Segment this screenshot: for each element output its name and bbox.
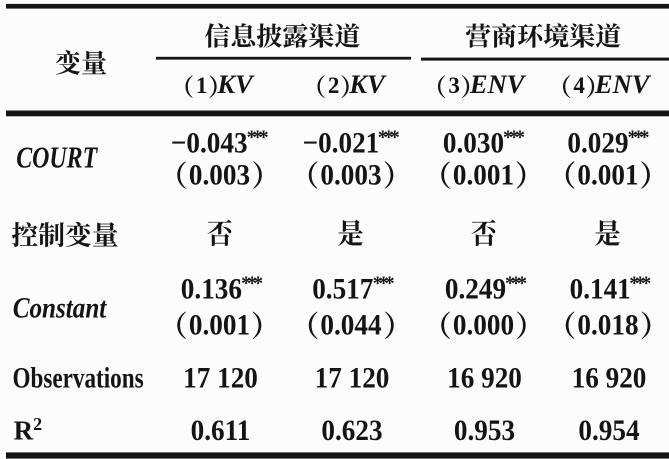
svg-text:−0.043: −0.043 [171, 127, 248, 159]
svg-text:17 120: 17 120 [183, 362, 258, 394]
svg-text:0.623: 0.623 [321, 415, 382, 447]
svg-text:1: 1 [196, 73, 208, 98]
svg-text:2: 2 [328, 73, 340, 98]
svg-text:***: *** [241, 273, 263, 295]
svg-text:0.003: 0.003 [189, 159, 250, 191]
svg-text:COURT: COURT [16, 139, 98, 174]
svg-text:17 120: 17 120 [315, 362, 390, 394]
svg-text:R2: R2 [14, 414, 42, 446]
svg-text:0.953: 0.953 [454, 415, 515, 447]
svg-text:0.954: 0.954 [578, 415, 639, 447]
svg-text:ENV: ENV [469, 69, 527, 99]
svg-text:***: *** [378, 126, 400, 148]
svg-text:0.001: 0.001 [453, 159, 514, 191]
svg-text:0.517: 0.517 [312, 273, 373, 305]
svg-text:***: *** [628, 126, 650, 148]
svg-text:Observations: Observations [13, 362, 144, 394]
svg-text:0.000: 0.000 [453, 309, 514, 341]
svg-text:0.044: 0.044 [320, 309, 381, 341]
svg-text:0.029: 0.029 [567, 127, 628, 159]
svg-text:0.611: 0.611 [191, 415, 251, 447]
svg-text:***: *** [505, 273, 527, 295]
svg-text:16 920: 16 920 [572, 362, 647, 394]
svg-text:Constant: Constant [13, 290, 108, 324]
svg-text:0.003: 0.003 [320, 159, 381, 191]
svg-text:ENV: ENV [594, 69, 652, 99]
svg-text:***: *** [503, 126, 525, 148]
svg-text:***: *** [629, 273, 651, 295]
svg-text:16 920: 16 920 [447, 362, 522, 394]
svg-text:0.030: 0.030 [443, 127, 504, 159]
svg-text:***: *** [373, 273, 395, 295]
svg-text:KV: KV [216, 69, 255, 99]
svg-text:0.141: 0.141 [570, 273, 631, 305]
svg-text:0.018: 0.018 [577, 309, 638, 341]
svg-text:4: 4 [573, 73, 585, 98]
svg-text:0.136: 0.136 [181, 273, 242, 305]
svg-text:0.249: 0.249 [445, 273, 506, 305]
svg-text:−0.021: −0.021 [303, 127, 380, 159]
svg-text:3: 3 [448, 73, 460, 98]
svg-text:0.001: 0.001 [189, 309, 250, 341]
svg-text:0.001: 0.001 [577, 159, 638, 191]
svg-text:***: *** [247, 126, 269, 148]
svg-text:KV: KV [348, 69, 387, 99]
